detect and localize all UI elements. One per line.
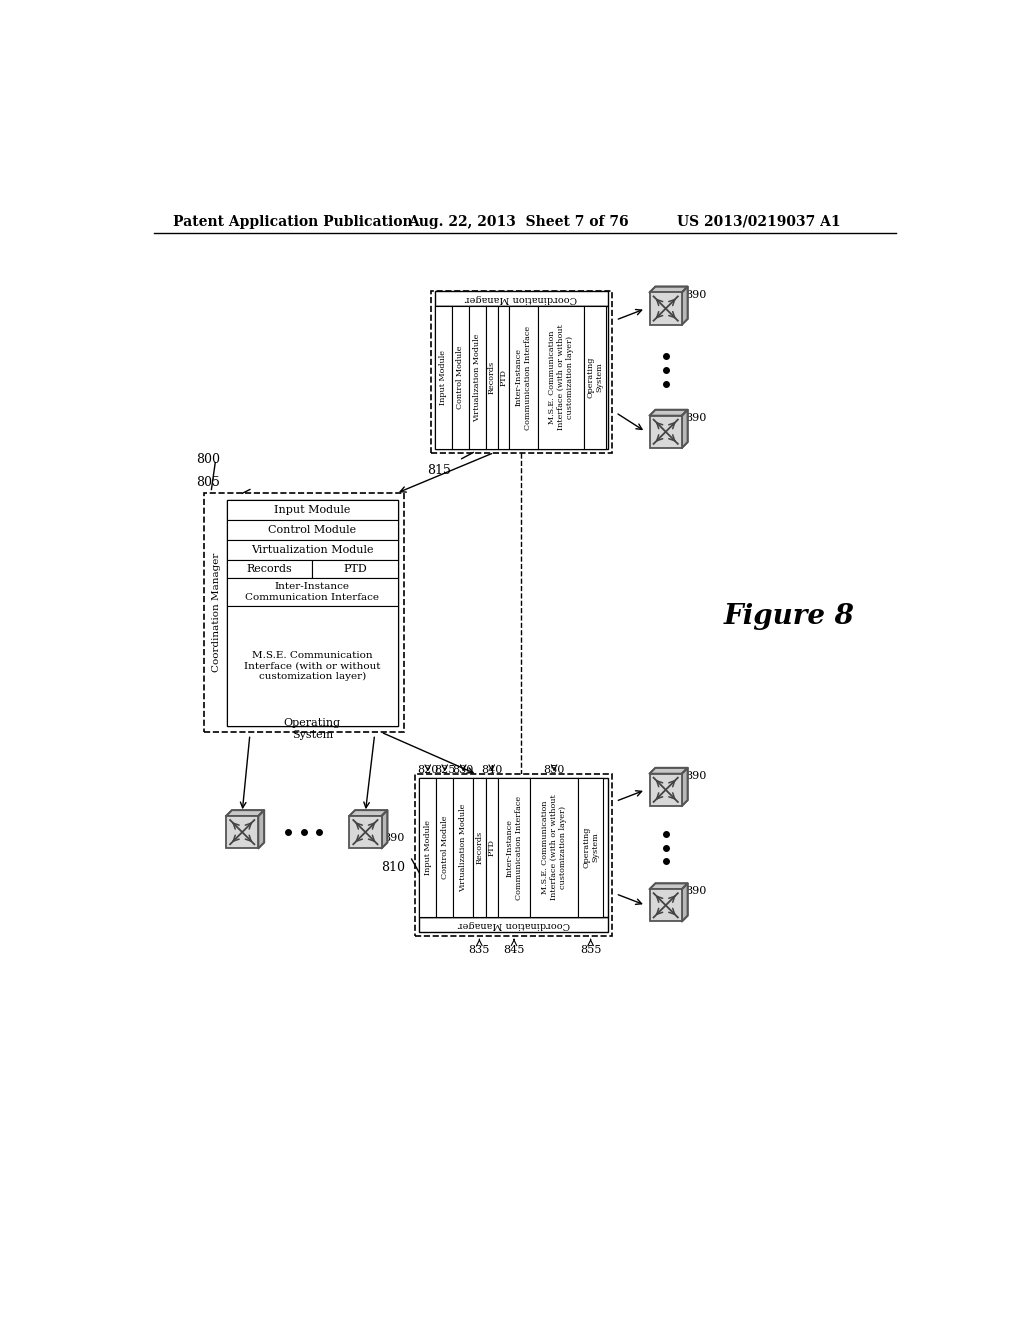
Bar: [649, 774, 682, 807]
Bar: [435, 306, 452, 449]
Text: 890: 890: [686, 289, 708, 300]
Bar: [226, 540, 397, 560]
Bar: [226, 499, 397, 520]
Bar: [226, 560, 312, 578]
Bar: [454, 779, 473, 917]
Polygon shape: [649, 768, 688, 774]
Text: Records: Records: [487, 360, 496, 395]
Text: Operating
System: Operating System: [284, 718, 341, 739]
Text: Inter-Instance
Communication Interface: Inter-Instance Communication Interface: [515, 326, 531, 429]
Bar: [349, 816, 382, 849]
Text: Records: Records: [247, 564, 293, 574]
Polygon shape: [649, 883, 688, 890]
Bar: [436, 779, 454, 917]
Text: 890: 890: [686, 413, 708, 422]
Polygon shape: [682, 883, 688, 921]
Text: 850: 850: [544, 766, 565, 775]
Bar: [509, 306, 538, 449]
Bar: [452, 306, 469, 449]
Text: Records: Records: [475, 832, 483, 865]
Bar: [204, 494, 403, 733]
Text: Operating
System: Operating System: [587, 356, 603, 399]
Text: Control Module: Control Module: [456, 346, 464, 409]
Text: US 2013/0219037 A1: US 2013/0219037 A1: [677, 215, 841, 228]
Text: Inter-Instance
Communication Interface: Inter-Instance Communication Interface: [506, 796, 522, 900]
Bar: [485, 306, 498, 449]
Polygon shape: [682, 768, 688, 807]
Text: Control Module: Control Module: [440, 816, 449, 879]
Bar: [226, 520, 397, 540]
Text: Inter-Instance
Communication Interface: Inter-Instance Communication Interface: [246, 582, 379, 602]
Text: 840: 840: [481, 766, 503, 775]
Text: Coordination Manager: Coordination Manager: [212, 553, 220, 672]
Text: M.S.E. Communication
Interface (with or without
customization layer): M.S.E. Communication Interface (with or …: [244, 651, 381, 681]
Text: Virtualization Module: Virtualization Module: [473, 333, 481, 421]
Text: 820: 820: [417, 766, 438, 775]
Bar: [649, 416, 682, 447]
Bar: [431, 290, 611, 453]
Bar: [226, 606, 397, 726]
Text: M.S.E. Communication
Interface (with or without
customization layer): M.S.E. Communication Interface (with or …: [548, 325, 574, 430]
Text: 855: 855: [580, 945, 601, 956]
Bar: [435, 290, 608, 306]
Polygon shape: [349, 810, 387, 816]
Polygon shape: [226, 810, 264, 816]
Bar: [469, 306, 485, 449]
Bar: [435, 306, 608, 449]
Bar: [419, 917, 608, 932]
Text: Operating
System: Operating System: [582, 826, 599, 869]
Text: Figure 8: Figure 8: [724, 603, 854, 630]
Polygon shape: [382, 810, 387, 849]
Polygon shape: [682, 409, 688, 447]
Bar: [498, 306, 509, 449]
Polygon shape: [649, 286, 688, 293]
Text: Virtualization Module: Virtualization Module: [251, 545, 374, 554]
Text: PTD: PTD: [487, 840, 496, 857]
Text: Aug. 22, 2013  Sheet 7 of 76: Aug. 22, 2013 Sheet 7 of 76: [408, 215, 629, 228]
Bar: [226, 499, 397, 726]
Text: 815: 815: [427, 465, 451, 477]
Text: Input Module: Input Module: [439, 350, 447, 405]
Text: 835: 835: [469, 945, 490, 956]
Text: Input Module: Input Module: [424, 820, 432, 875]
Text: 845: 845: [504, 945, 524, 956]
Text: M.S.E. Communication
Interface (with or without
customization layer): M.S.E. Communication Interface (with or …: [541, 795, 567, 900]
Bar: [530, 779, 578, 917]
Bar: [578, 779, 603, 917]
Text: 890: 890: [686, 886, 708, 896]
Text: 890: 890: [383, 833, 404, 843]
Bar: [538, 306, 584, 449]
Text: 890: 890: [686, 771, 708, 781]
Text: 810: 810: [381, 861, 404, 874]
Text: 830: 830: [453, 766, 474, 775]
Text: PTD: PTD: [500, 370, 507, 385]
Text: 800: 800: [196, 453, 220, 466]
Bar: [649, 890, 682, 921]
Bar: [498, 779, 530, 917]
Polygon shape: [682, 286, 688, 325]
Text: 825: 825: [434, 766, 456, 775]
Bar: [226, 578, 397, 606]
Text: PTD: PTD: [343, 564, 367, 574]
Bar: [419, 779, 608, 917]
Bar: [485, 779, 498, 917]
Text: Control Module: Control Module: [268, 524, 356, 535]
Polygon shape: [649, 409, 688, 416]
Text: Coordination Manager: Coordination Manager: [465, 294, 578, 304]
Text: Coordination Manager: Coordination Manager: [458, 920, 569, 929]
Bar: [226, 816, 258, 849]
Bar: [312, 560, 397, 578]
Text: Virtualization Module: Virtualization Module: [459, 804, 467, 892]
Bar: [416, 775, 611, 936]
Text: Patent Application Publication: Patent Application Publication: [173, 215, 413, 228]
Bar: [419, 779, 436, 917]
Text: Input Module: Input Module: [274, 504, 350, 515]
Bar: [584, 306, 605, 449]
Polygon shape: [258, 810, 264, 849]
Bar: [649, 293, 682, 325]
Text: 805: 805: [196, 477, 220, 490]
Bar: [473, 779, 485, 917]
